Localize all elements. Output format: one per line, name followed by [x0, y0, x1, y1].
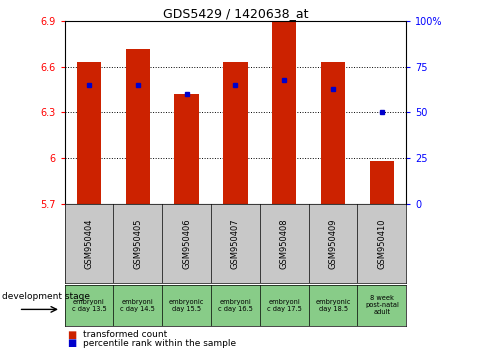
Text: transformed count: transformed count	[83, 330, 167, 339]
Text: GSM950405: GSM950405	[133, 218, 142, 269]
Bar	[174, 94, 199, 204]
Text: embryoni
c day 16.5: embryoni c day 16.5	[218, 299, 253, 312]
Text: GSM950404: GSM950404	[85, 218, 93, 269]
Text: ■: ■	[67, 338, 76, 348]
Text: embryonic
day 18.5: embryonic day 18.5	[315, 299, 351, 312]
Text: ■: ■	[67, 330, 76, 339]
Text: embryoni
c day 14.5: embryoni c day 14.5	[120, 299, 155, 312]
Bar	[126, 48, 150, 204]
Text: embryonic
day 15.5: embryonic day 15.5	[169, 299, 204, 312]
Bar	[223, 62, 248, 204]
Bar	[321, 62, 345, 204]
Bar	[272, 21, 296, 204]
Text: 8 week
post-natal
adult: 8 week post-natal adult	[365, 295, 399, 315]
Text: development stage: development stage	[2, 292, 90, 301]
Title: GDS5429 / 1420638_at: GDS5429 / 1420638_at	[163, 7, 308, 20]
Bar	[77, 62, 101, 204]
Text: embryoni
c day 13.5: embryoni c day 13.5	[72, 299, 106, 312]
Text: GSM950410: GSM950410	[378, 218, 386, 269]
Text: percentile rank within the sample: percentile rank within the sample	[83, 339, 236, 348]
Text: GSM950407: GSM950407	[231, 218, 240, 269]
Bar	[369, 161, 394, 204]
Text: embryoni
c day 17.5: embryoni c day 17.5	[267, 299, 302, 312]
Text: GSM950406: GSM950406	[182, 218, 191, 269]
Text: GSM950408: GSM950408	[280, 218, 289, 269]
Text: GSM950409: GSM950409	[328, 218, 337, 269]
